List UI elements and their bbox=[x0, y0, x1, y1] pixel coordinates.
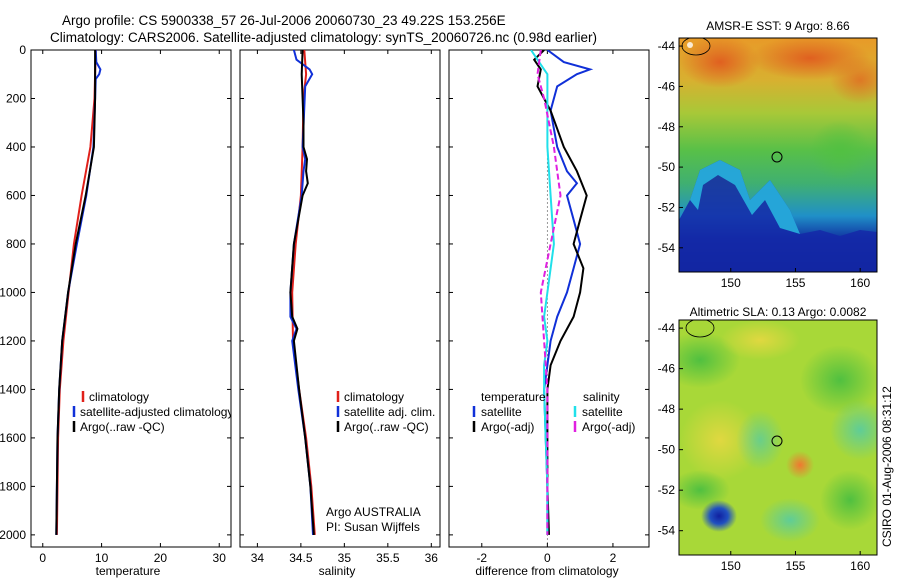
x-tick-label: 36 bbox=[425, 551, 439, 565]
salinity-x-axis: 34 34.5 35 35.5 36 bbox=[251, 50, 439, 565]
float-owner-label: Argo AUSTRALIA bbox=[326, 505, 421, 519]
depth-tick-label: 1200 bbox=[0, 334, 26, 348]
csiro-timestamp: CSIRO 01-Aug-2006 08:31:12 bbox=[880, 386, 894, 547]
legend-label-climatology: climatology bbox=[344, 390, 404, 404]
sla-map-axes: 150 155 160 -44 -46 -48 -50 -52 -54 bbox=[658, 321, 871, 573]
map-lat-tick: -50 bbox=[658, 443, 676, 457]
map-lon-tick: 150 bbox=[721, 276, 741, 290]
temperature-panel bbox=[30, 49, 232, 548]
legend-label-argo: Argo(..raw -QC) bbox=[80, 420, 165, 434]
legend-label-argo: Argo(..raw -QC) bbox=[344, 420, 429, 434]
temperature-lines bbox=[55, 50, 102, 535]
temperature-axis-label: temperature bbox=[96, 564, 161, 578]
map-lat-tick: -44 bbox=[658, 321, 676, 335]
x-tick-label: 34.5 bbox=[289, 551, 313, 565]
difference-panel bbox=[448, 49, 650, 548]
map-lat-tick: -48 bbox=[658, 120, 676, 134]
map-lon-tick: 155 bbox=[785, 559, 805, 573]
series-line-argo-raw-qc- bbox=[289, 50, 315, 535]
sla-map-title: Altimetric SLA: 0.13 Argo: 0.0082 bbox=[690, 305, 867, 319]
x-tick-label: 10 bbox=[95, 551, 109, 565]
legend-label-sal-argo: Argo(-adj) bbox=[582, 420, 635, 434]
depth-tick-label: 800 bbox=[6, 237, 26, 251]
depth-tick-label: 2000 bbox=[0, 528, 26, 542]
difference-legend: temperature salinity satellite Argo(-adj… bbox=[472, 390, 635, 434]
legend-label-satellite: satellite adj. clim. bbox=[344, 405, 435, 419]
series-line-temperature-satellite bbox=[543, 50, 594, 535]
legend-header-salinity: salinity bbox=[583, 390, 620, 404]
map-lat-tick: -44 bbox=[658, 39, 676, 53]
depth-axis: 0 200 400 600 800 1000 1200 1400 1600 1800 2000 bbox=[0, 43, 649, 542]
sst-map-frame bbox=[678, 37, 878, 273]
sst-map-title: AMSR-E SST: 9 Argo: 8.66 bbox=[706, 19, 850, 33]
x-tick-label: 20 bbox=[154, 551, 168, 565]
salinity-lines bbox=[289, 50, 316, 535]
map-lat-tick: -54 bbox=[658, 241, 676, 255]
x-tick-label: 35 bbox=[338, 551, 352, 565]
x-tick-label: 0 bbox=[39, 551, 46, 565]
salinity-panel bbox=[239, 49, 441, 548]
map-lat-tick: -50 bbox=[658, 160, 676, 174]
map-lon-tick: 150 bbox=[721, 559, 741, 573]
legend-header-temperature: temperature bbox=[481, 390, 546, 404]
difference-axis-label: difference from climatology bbox=[475, 564, 618, 578]
series-line-salinity-satellite bbox=[530, 50, 555, 535]
map-lat-tick: -52 bbox=[658, 200, 676, 214]
x-tick-label: -2 bbox=[476, 551, 487, 565]
map-lat-tick: -46 bbox=[658, 79, 676, 93]
depth-tick-label: 0 bbox=[19, 43, 26, 57]
float-position-marker bbox=[771, 151, 783, 163]
map-lat-tick: -48 bbox=[658, 402, 676, 416]
salinity-legend: climatology satellite adj. clim. Argo(..… bbox=[326, 390, 435, 534]
map-lon-tick: 160 bbox=[850, 276, 870, 290]
map-lon-tick: 155 bbox=[785, 276, 805, 290]
legend-label-temp-satellite: satellite bbox=[481, 405, 522, 419]
map-lat-tick: -52 bbox=[658, 483, 676, 497]
depth-tick-label: 1400 bbox=[0, 382, 26, 396]
sst-map-axes: 150 155 160 -44 -46 -48 -50 -52 -54 bbox=[658, 39, 871, 290]
depth-tick-label: 400 bbox=[6, 140, 26, 154]
principal-investigator-label: PI: Susan Wijffels bbox=[326, 520, 420, 534]
map-lat-tick: -46 bbox=[658, 362, 676, 376]
x-tick-label: 2 bbox=[610, 551, 617, 565]
x-tick-label: 35.5 bbox=[376, 551, 400, 565]
x-tick-label: 30 bbox=[213, 551, 227, 565]
map-lon-tick: 160 bbox=[850, 559, 870, 573]
salinity-axis-label: salinity bbox=[319, 564, 356, 578]
map-lat-tick: -54 bbox=[658, 524, 676, 538]
series-line-argo-raw-qc- bbox=[55, 50, 97, 535]
depth-tick-label: 1800 bbox=[0, 479, 26, 493]
legend-label-climatology: climatology bbox=[89, 390, 149, 404]
temperature-legend: climatology satellite-adjusted climatolo… bbox=[72, 390, 233, 434]
depth-tick-label: 600 bbox=[6, 188, 26, 202]
climatology-title: Climatology: CARS2006. Satellite-adjuste… bbox=[50, 30, 598, 45]
sla-map-image bbox=[679, 320, 877, 555]
sla-map-frame bbox=[678, 319, 878, 556]
x-tick-label: 0 bbox=[544, 551, 551, 565]
sst-map-image bbox=[679, 38, 877, 272]
legend-label-satellite: satellite-adjusted climatology bbox=[80, 405, 233, 419]
difference-lines bbox=[530, 50, 594, 535]
legend-label-temp-argo: Argo(-adj) bbox=[481, 420, 534, 434]
float-position-marker bbox=[771, 435, 783, 447]
profile-title: Argo profile: CS 5900338_57 26-Jul-2006 … bbox=[62, 13, 506, 28]
x-tick-label: 34 bbox=[251, 551, 265, 565]
depth-tick-label: 1600 bbox=[0, 431, 26, 445]
depth-tick-label: 200 bbox=[6, 91, 26, 105]
temperature-x-axis: 0 10 20 30 bbox=[39, 50, 226, 565]
difference-x-axis: -2 0 2 bbox=[476, 50, 617, 565]
depth-tick-label: 1000 bbox=[0, 285, 26, 299]
series-line-salinity-argo-adj- bbox=[536, 50, 562, 535]
legend-label-sal-satellite: satellite bbox=[582, 405, 623, 419]
